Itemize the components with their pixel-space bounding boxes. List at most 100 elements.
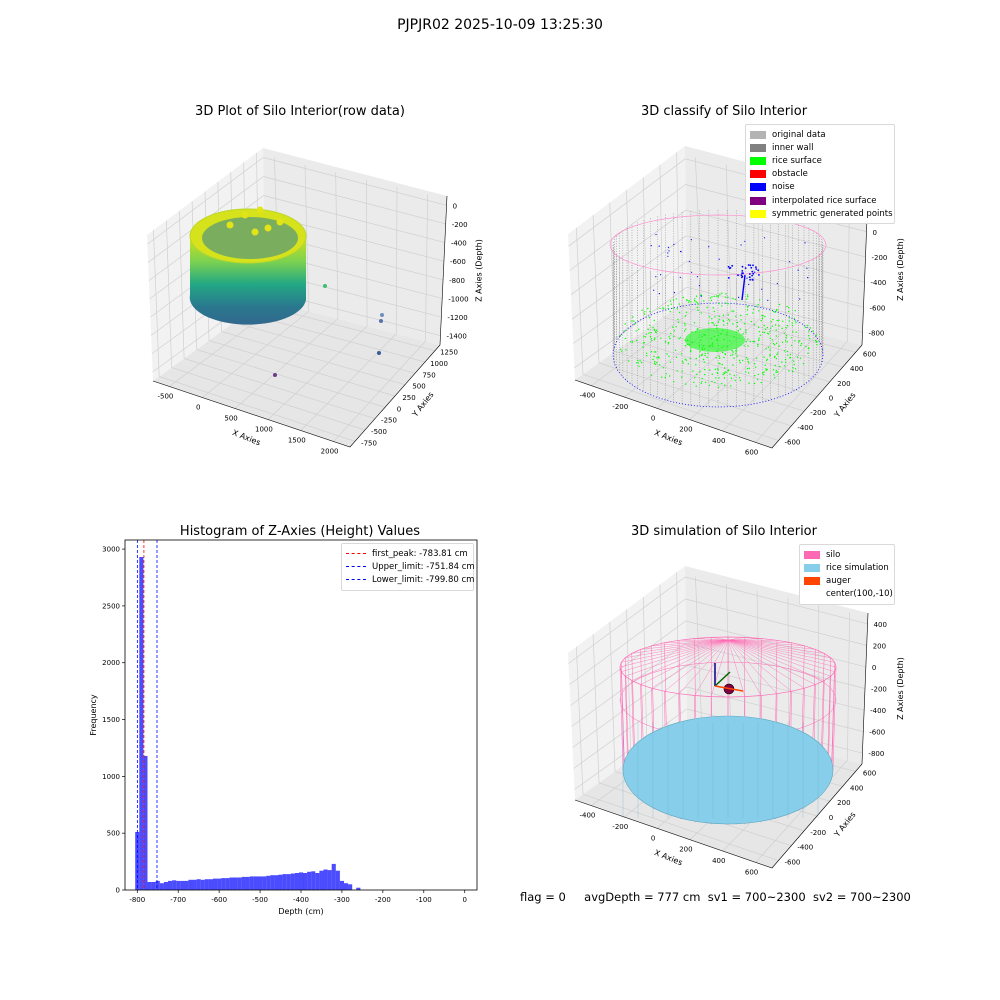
legend-swatch (750, 143, 766, 152)
legend-label: obstacle (772, 169, 808, 180)
z-gridline (686, 686, 864, 732)
rice-surface-point (668, 336, 670, 338)
noise-point (754, 271, 756, 273)
x-tick-label: -700 (170, 896, 186, 904)
rice-surface-point (806, 324, 808, 327)
noise-point (763, 237, 766, 239)
rice-surface-point (794, 368, 797, 370)
silo-roof-line (621, 639, 729, 672)
legend-entry: original data (750, 128, 890, 141)
rice-surface-point (695, 364, 697, 366)
rice-surface-point (709, 369, 711, 371)
z-gridline-wall (568, 576, 686, 664)
rice-surface-point (711, 380, 713, 383)
z-tick-label: 0 (873, 229, 877, 237)
rice-surface-point (792, 367, 794, 369)
x-gridline-wall (847, 612, 850, 761)
z-tick-label: 200 (873, 642, 886, 650)
y-tick-label: 500 (107, 830, 120, 838)
histogram-bar (274, 875, 279, 890)
rice-surface-point (723, 356, 725, 359)
rice-surface-point (765, 368, 767, 370)
rice-surface-point (799, 340, 801, 342)
rice-surface-point (718, 318, 720, 321)
legend-entry: silo (804, 548, 890, 561)
rice-surface-point (794, 340, 796, 342)
noise-point (761, 288, 763, 290)
outlier-point (273, 373, 277, 377)
rice-surface-point (649, 310, 651, 313)
rice-surface-point (696, 373, 698, 376)
outlier-point (377, 351, 381, 355)
histogram-bar (335, 870, 340, 890)
y-tick-label: 200 (837, 799, 850, 807)
rice-surface-point (781, 341, 784, 343)
rice-surface-point (777, 352, 779, 354)
rice-surface-point (732, 354, 734, 356)
noise-point (741, 275, 744, 278)
rice-surface-point (670, 303, 672, 305)
noise-point (667, 246, 669, 248)
raw-data-3d-plot: -5000500100015002000-750-500-25002505007… (147, 148, 484, 456)
rice-surface-point (798, 341, 800, 343)
noise-point (650, 245, 652, 247)
x-tick-label: -200 (612, 403, 628, 411)
x-tick-label: 1000 (255, 426, 273, 434)
noise-point (789, 261, 791, 263)
silo-wall-line (821, 653, 825, 746)
rice-surface-point (668, 375, 671, 377)
rice-surface-point (739, 362, 741, 364)
rice-surface-point (712, 322, 714, 324)
histogram-bar (176, 880, 181, 890)
rice-surface-point (689, 357, 691, 359)
rice-surface-point (652, 326, 654, 329)
rice-surface-point (758, 337, 760, 339)
rice-surface-point (733, 357, 735, 359)
rice-surface-point (718, 302, 720, 305)
histogram-bar (331, 863, 336, 890)
x-gridline-wall (725, 583, 732, 732)
rice-surface-point (704, 373, 706, 376)
noise-point (748, 276, 751, 279)
rice-surface-point (734, 298, 737, 300)
histogram-bar (229, 877, 234, 890)
rice-surface-point (791, 337, 793, 339)
rice-surface-point (708, 322, 710, 324)
legend-swatch (750, 156, 766, 165)
rice-surface-point (773, 374, 775, 376)
rice-surface-point (690, 347, 692, 349)
noise-point (740, 244, 742, 246)
noise-point (746, 277, 748, 279)
rice-surface-point (697, 309, 699, 311)
rice-surface-point (785, 361, 787, 363)
rice-surface-point (757, 345, 759, 347)
y-tick-label: 2000 (102, 659, 120, 667)
y-gridline (159, 376, 356, 442)
silo-wall-line (827, 657, 831, 754)
silo-roof-line (727, 639, 816, 685)
rice-surface-point (757, 326, 760, 328)
avg-depth-text: avgDepth = 777 cm (584, 890, 701, 904)
rice-surface-point (743, 323, 746, 325)
histogram-bar (315, 873, 320, 890)
z-gridline-wall (574, 286, 688, 369)
rice-surface-point (787, 354, 789, 356)
y-axis-label: Y Axies (832, 810, 858, 839)
noise-point (673, 243, 675, 246)
rice-surface-point (775, 335, 777, 337)
rice-surface-point (742, 359, 744, 362)
y-gridline-wall (178, 210, 185, 359)
silo-wall-line (831, 662, 835, 762)
rice-surface-point (764, 316, 766, 318)
rim-obstacle-point (264, 224, 272, 232)
rice-surface-point (688, 300, 690, 302)
rice-surface-point (786, 305, 788, 308)
rice-surface-point (697, 303, 699, 305)
silo-roof-line (678, 639, 729, 694)
y-gridline (582, 793, 779, 861)
x-tick-label: 400 (712, 437, 725, 445)
rice-surface-point (665, 373, 667, 375)
rice-surface-point (754, 375, 756, 377)
rice-surface-point (752, 312, 754, 314)
rice-surface-point (682, 296, 685, 299)
